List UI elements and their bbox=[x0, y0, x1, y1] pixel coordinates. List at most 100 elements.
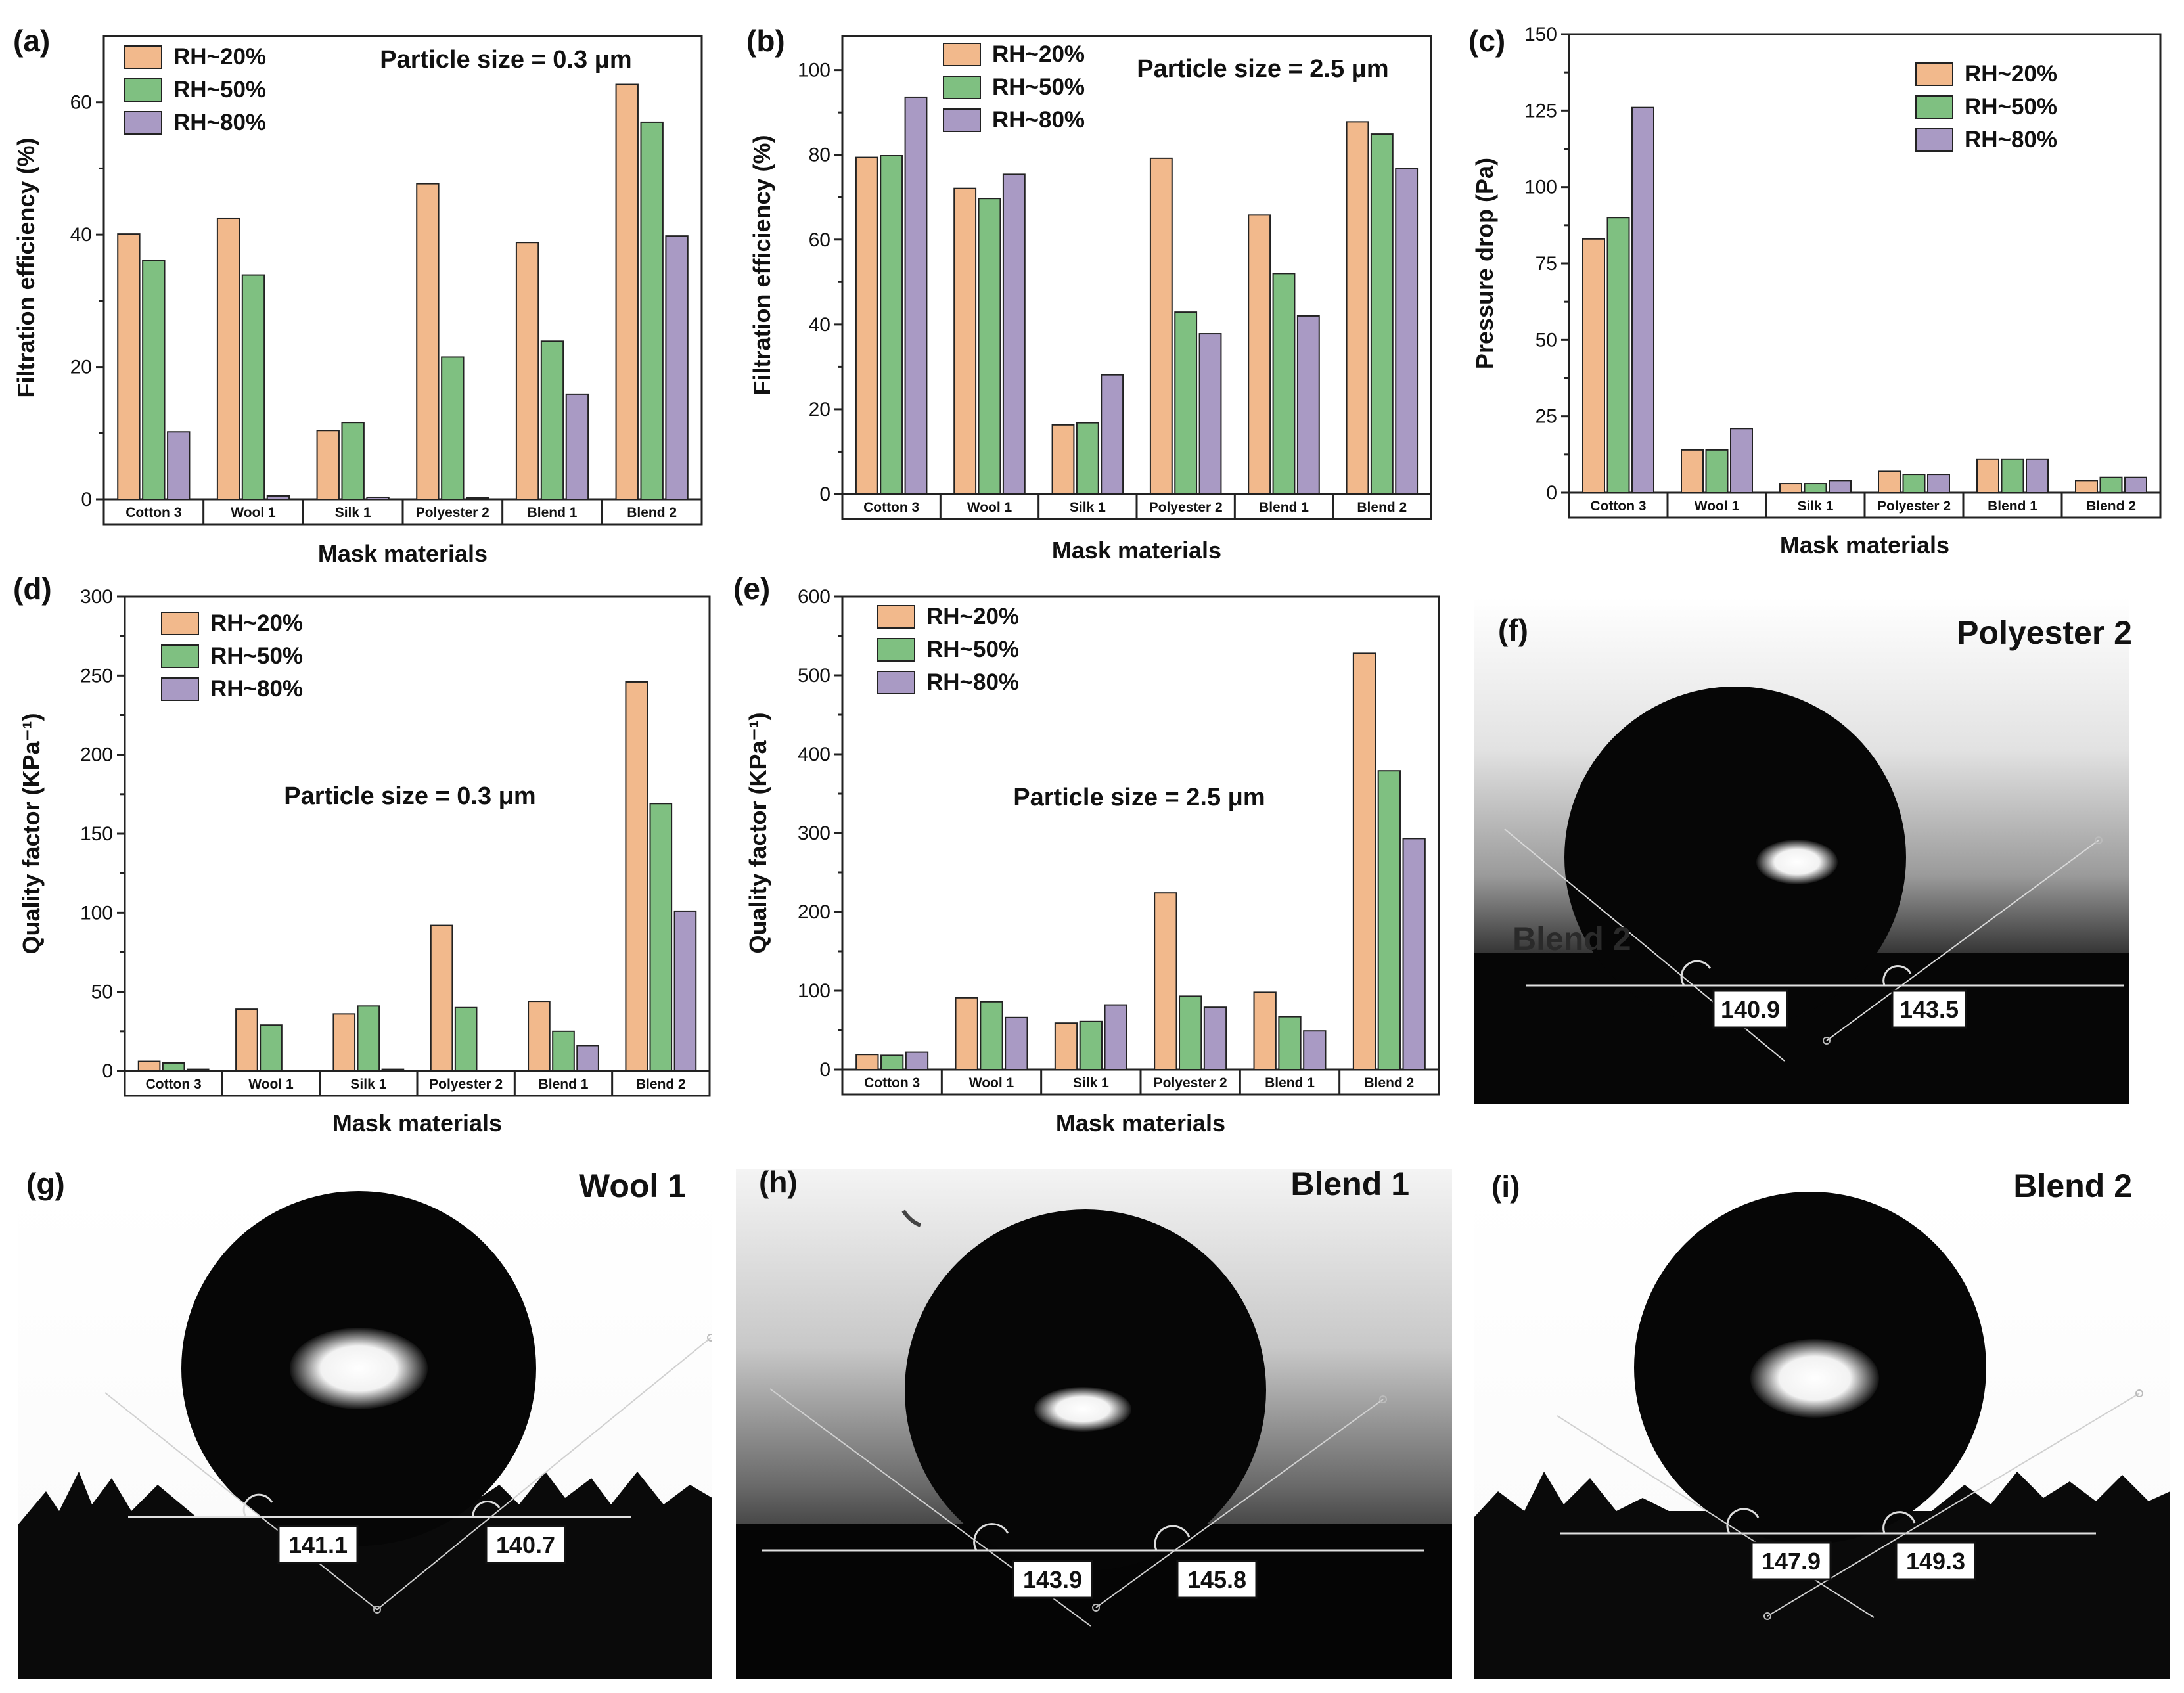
bar-RH~50% bbox=[241, 274, 265, 500]
bar-RH~80% bbox=[905, 1051, 929, 1070]
legend-swatch bbox=[1915, 128, 1953, 152]
bar-RH~50% bbox=[454, 1006, 478, 1072]
x-category-label: Blend 2 bbox=[1357, 500, 1407, 515]
bar-RH~50% bbox=[1174, 311, 1198, 495]
bar-RH~20% bbox=[416, 183, 440, 500]
y-tick-label: 150 bbox=[1524, 24, 1557, 45]
y-tick-label: 40 bbox=[809, 314, 830, 336]
photo-title-i: Blend 2 bbox=[2013, 1167, 2132, 1204]
bar-RH~20% bbox=[1681, 449, 1704, 493]
bar-RH~50% bbox=[2001, 458, 2024, 494]
x-category-label: Polyester 2 bbox=[1877, 499, 1951, 514]
x-category-label: Cotton 3 bbox=[864, 1075, 920, 1091]
chart-panel-c: (c) 0 25 50 75 100 125 150 Cotton 3 Wool 1 Silk 1… bbox=[1468, 24, 2162, 558]
bar-RH~50% bbox=[1606, 217, 1630, 493]
x-category-label: Silk 1 bbox=[350, 1077, 386, 1092]
x-category-label: Blend 1 bbox=[1988, 499, 2037, 514]
contact-angle-right: 140.7 bbox=[496, 1531, 555, 1558]
y-tick-label: 0 bbox=[81, 489, 92, 510]
legend-label: RH~50% bbox=[1965, 94, 2057, 120]
bar-RH~50% bbox=[1272, 273, 1296, 495]
bar-RH~80% bbox=[2026, 458, 2049, 494]
chart-panel-a: (a) 0 20 40 60 Cotton 3 Wool 1 Silk 1 Polyester… bbox=[12, 24, 703, 567]
bar-RH~80% bbox=[1203, 1006, 1227, 1070]
y-tick-label: 100 bbox=[80, 902, 113, 924]
bar-RH~20% bbox=[1582, 238, 1605, 493]
x-category-label: Cotton 3 bbox=[1590, 499, 1646, 514]
bar-RH~80% bbox=[1829, 480, 1852, 493]
y-tick-label: 100 bbox=[1524, 177, 1557, 198]
legend-swatch bbox=[161, 677, 199, 701]
legend-label: RH~80% bbox=[173, 110, 266, 135]
bar-RH~80% bbox=[673, 910, 697, 1072]
x-axis-title: Mask materials bbox=[1052, 537, 1221, 564]
y-tick-label: 200 bbox=[798, 901, 830, 923]
x-category-label: Blend 1 bbox=[539, 1077, 589, 1092]
photo-panel-i: 147.9 149.3 (i) Blend 2 bbox=[1474, 1167, 2170, 1679]
y-axis-title: Quality factor (KPa⁻¹) bbox=[744, 712, 771, 953]
bar-RH~80% bbox=[1002, 173, 1026, 495]
x-category-label: Blend 2 bbox=[627, 505, 677, 520]
bar-RH~80% bbox=[1101, 374, 1124, 495]
bar-RH~50% bbox=[552, 1030, 575, 1072]
bar-RH~80% bbox=[665, 235, 689, 500]
bar-RH~20% bbox=[1248, 214, 1271, 495]
legend-label: RH~80% bbox=[926, 669, 1019, 695]
y-tick-label: 250 bbox=[80, 665, 113, 687]
bar-RH~80% bbox=[1927, 474, 1950, 494]
bar-RH~50% bbox=[162, 1062, 185, 1072]
legend-swatch bbox=[943, 76, 981, 99]
photo-title-g: Wool 1 bbox=[579, 1167, 686, 1204]
panel-label-d: (d) bbox=[13, 572, 52, 606]
x-category-label: Blend 2 bbox=[636, 1077, 686, 1092]
contact-angle-left: 143.9 bbox=[1023, 1566, 1082, 1593]
chart-annotation: Particle size = 2.5 μm bbox=[1137, 55, 1388, 83]
legend-swatch bbox=[161, 644, 199, 668]
x-axis-title: Mask materials bbox=[318, 540, 488, 567]
chart-annotation: Particle size = 0.3 μm bbox=[380, 46, 631, 74]
contact-angle-right: 145.8 bbox=[1187, 1566, 1246, 1593]
y-axis-title: Pressure drop (Pa) bbox=[1471, 158, 1498, 369]
bar-RH~50% bbox=[1179, 995, 1202, 1071]
x-category-label: Wool 1 bbox=[231, 505, 276, 520]
legend-label: RH~20% bbox=[992, 41, 1085, 67]
y-tick-label: 400 bbox=[798, 744, 830, 765]
y-tick-label: 20 bbox=[809, 399, 830, 420]
y-tick-label: 125 bbox=[1524, 100, 1557, 122]
plot-frame bbox=[102, 35, 703, 501]
panel-label-c: (c) bbox=[1468, 24, 1505, 58]
bar-RH~50% bbox=[880, 154, 903, 495]
bar-RH~20% bbox=[515, 242, 539, 500]
legend-swatch bbox=[1915, 62, 1953, 86]
legend-label: RH~20% bbox=[173, 44, 266, 70]
contact-angle-left: 141.1 bbox=[288, 1531, 348, 1558]
legend-label: RH~20% bbox=[1965, 61, 2057, 87]
bar-RH~50% bbox=[1804, 483, 1827, 493]
legend-swatch bbox=[124, 111, 162, 135]
legend-swatch bbox=[877, 638, 915, 662]
legend-label: RH~80% bbox=[210, 676, 303, 702]
legend-swatch bbox=[124, 78, 162, 102]
photo-title-f: Polyester 2 bbox=[1957, 614, 2132, 651]
y-tick-label: 200 bbox=[80, 744, 113, 766]
y-tick-label: 25 bbox=[1536, 406, 1557, 428]
contact-angle-left: 140.9 bbox=[1721, 996, 1780, 1023]
legend-label: RH~50% bbox=[173, 77, 266, 102]
panel-label-i: (i) bbox=[1491, 1169, 1520, 1204]
bar-RH~80% bbox=[2124, 476, 2147, 494]
bar-RH~50% bbox=[341, 422, 365, 501]
droplet-highlight bbox=[1756, 840, 1838, 884]
x-category-label: Wool 1 bbox=[967, 500, 1012, 515]
panel-label-e: (e) bbox=[733, 572, 770, 606]
bar-RH~80% bbox=[366, 496, 390, 501]
y-tick-label: 0 bbox=[819, 484, 830, 505]
chart-panel-e: (e) 0 100 200 300 400 500 600 Cotton 3 Wool 1 Sil… bbox=[733, 572, 1440, 1137]
bar-RH~80% bbox=[1395, 168, 1419, 495]
bar-RH~50% bbox=[1377, 770, 1401, 1070]
legend-label: RH~20% bbox=[926, 604, 1019, 629]
legend-swatch bbox=[1915, 95, 1953, 119]
y-tick-label: 150 bbox=[80, 823, 113, 845]
bar-RH~80% bbox=[1005, 1016, 1028, 1071]
bar-RH~80% bbox=[284, 1070, 307, 1072]
